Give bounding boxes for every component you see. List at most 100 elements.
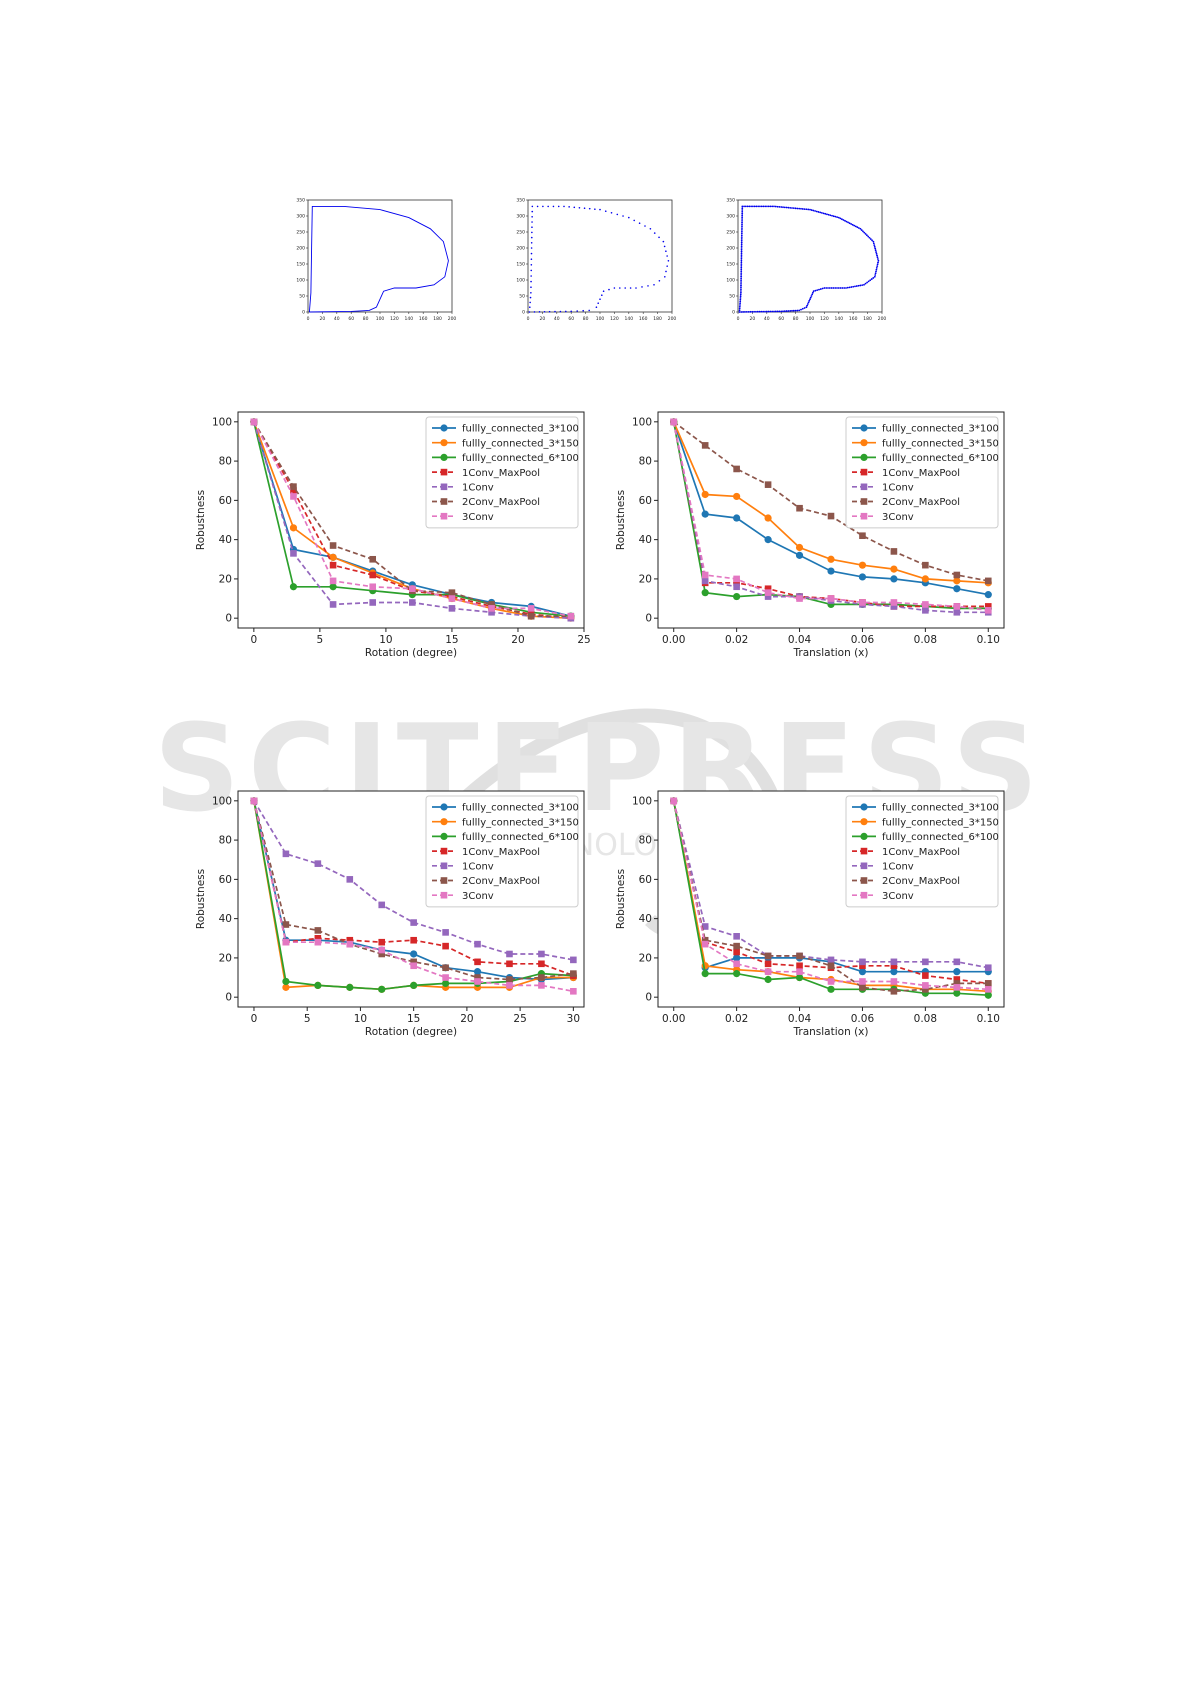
shape-point (758, 310, 761, 313)
x-axis-label: Rotation (degree) (365, 647, 457, 659)
x-tick-label: 60 (778, 316, 784, 322)
x-tick-label: 200 (878, 316, 887, 322)
legend-marker (860, 818, 868, 826)
y-tick-label: 60 (219, 874, 232, 886)
data-point (506, 960, 513, 968)
shape-point (869, 238, 872, 240)
legend-marker (440, 498, 448, 505)
series-line (253, 800, 574, 981)
shape-plot-sparse-points: 0 20 40 60 80 100 120 140 160 180 200 0 50 100 150 200 2… (516, 198, 676, 323)
shape-point (740, 238, 743, 240)
y-tick-label: 250 (516, 230, 525, 236)
shape-outline (308, 205, 449, 313)
shape-point (769, 205, 772, 208)
data-point (378, 950, 386, 958)
shape-point (662, 240, 665, 243)
shape-point (876, 256, 879, 259)
shape-point (740, 236, 743, 239)
shape-point (778, 205, 781, 208)
data-point (922, 982, 929, 989)
shape-point (773, 205, 775, 208)
data-point (733, 583, 740, 591)
shape-point (740, 257, 743, 260)
y-tick-label: 100 (212, 795, 232, 807)
shape-point (837, 216, 840, 219)
shape-point (739, 298, 742, 301)
legend-label: fullly_connected_6*100 (882, 453, 999, 464)
x-tick-label: 120 (390, 316, 399, 322)
data-point (733, 970, 741, 978)
data-point (984, 607, 992, 614)
data-point (796, 504, 803, 512)
data-point (764, 514, 772, 522)
x-tick-label: 0.08 (914, 1013, 937, 1025)
data-point (448, 589, 456, 596)
data-point (670, 797, 678, 805)
shape-point (800, 308, 802, 311)
shape-point (548, 310, 551, 313)
y-tick-label: 50 (299, 294, 305, 300)
y-tick-label: 350 (726, 198, 735, 204)
shape-point (739, 295, 742, 298)
legend-label: fullly_connected_3*150 (882, 817, 999, 828)
y-tick-label: 50 (519, 294, 525, 300)
data-point (369, 583, 377, 591)
shape-point (787, 206, 790, 209)
legend-marker (440, 424, 448, 432)
shape-point (750, 205, 753, 208)
data-point (378, 985, 386, 993)
shape-point (868, 236, 871, 239)
data-point (984, 603, 992, 610)
y-axis-label: Robustness (195, 869, 207, 929)
data-point (733, 514, 741, 522)
data-point (290, 487, 297, 494)
y-tick-label: 50 (729, 294, 735, 300)
shape-point (610, 212, 613, 214)
data-point (442, 974, 449, 981)
y-tick-label: 0 (225, 613, 232, 625)
y-tick-label: 300 (726, 214, 735, 220)
shape-point (740, 239, 743, 242)
data-point (570, 956, 577, 964)
data-point (890, 575, 898, 583)
data-point (827, 595, 835, 602)
data-point (527, 612, 535, 620)
shape-point (530, 252, 533, 255)
shape-point (741, 225, 743, 228)
y-tick-label: 80 (219, 835, 232, 847)
shape-point (789, 206, 792, 209)
y-tick-label: 0 (732, 310, 735, 316)
data-point (701, 589, 709, 597)
data-point (474, 940, 481, 948)
x-tick-label: 0.06 (851, 634, 875, 646)
shape-point (543, 310, 546, 313)
shape-point (872, 242, 875, 245)
shape-point (576, 310, 578, 312)
shape-point (865, 234, 868, 237)
x-tick-label: 160 (639, 316, 648, 322)
data-point (567, 612, 575, 620)
y-tick-label: 100 (296, 278, 305, 284)
shape-point (588, 309, 590, 312)
shape-point (531, 226, 533, 228)
data-point (701, 940, 709, 948)
shape-point (741, 210, 744, 213)
shape-point (792, 207, 795, 210)
shape-point (776, 310, 779, 313)
shape-point (771, 310, 774, 313)
data-point (701, 923, 709, 930)
x-tick-label: 60 (348, 316, 354, 322)
data-point (282, 983, 290, 991)
data-point (282, 921, 290, 928)
shape-point (815, 210, 818, 213)
shape-point (739, 300, 742, 303)
data-point (369, 599, 377, 606)
data-point (733, 465, 740, 473)
data-point (764, 481, 772, 488)
x-tick-label: 80 (793, 316, 799, 322)
shape-point (801, 208, 804, 210)
data-point (795, 543, 804, 552)
shape-point (826, 213, 828, 216)
shape-point (594, 208, 596, 210)
shape-point (741, 219, 743, 222)
